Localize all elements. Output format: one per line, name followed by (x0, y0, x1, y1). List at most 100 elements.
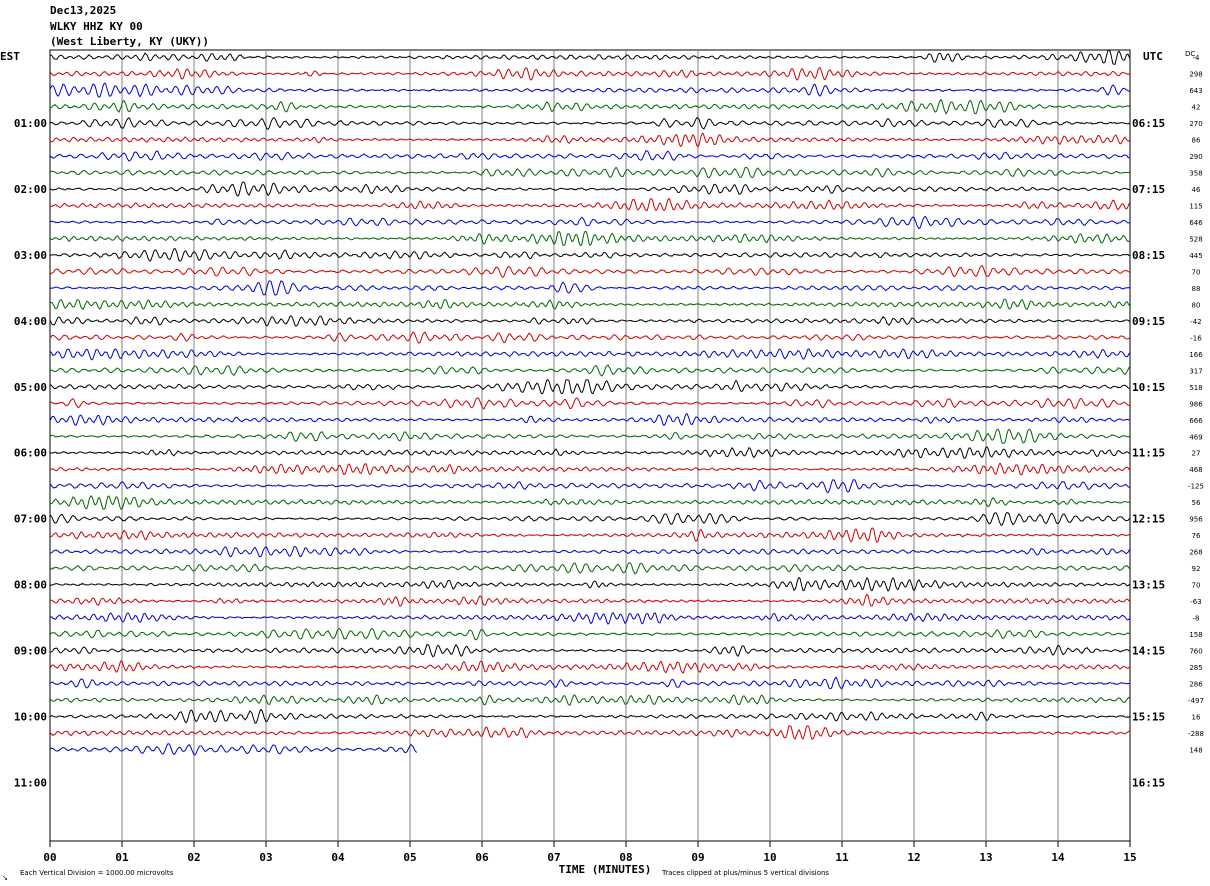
seismic-trace (49, 49, 1131, 65)
hour-label-utc: 06:15 (1132, 117, 1165, 130)
dc-offset-label: 760 (1189, 647, 1202, 655)
x-tick-label: 00 (43, 851, 56, 864)
scale-note: Each Vertical Division = 1000.00 microvo… (20, 869, 174, 877)
dc-offset-label: 518 (1189, 384, 1202, 392)
seismic-trace (49, 462, 1131, 476)
dc-offset-label: 115 (1189, 203, 1202, 211)
x-tick-label: 02 (187, 851, 200, 864)
hour-label-est: 09:00 (14, 644, 47, 657)
dc-offset-label: 70 (1192, 268, 1201, 276)
seismic-trace (49, 479, 1131, 494)
axis-labels: 00 01 02 03 04 05 06 07 08 09 10 11 12 13 14 15 -4 298 643… (0, 50, 1204, 882)
dc-offset-label: -4 (1193, 54, 1201, 62)
seismic-trace (49, 117, 1131, 130)
seismic-traces (49, 49, 1131, 756)
seismic-trace (49, 743, 418, 756)
seismic-trace (49, 413, 1131, 427)
seismic-trace (49, 627, 1131, 641)
dc-offset-label: 468 (1189, 466, 1202, 474)
dc-offset-label: 646 (1189, 219, 1203, 227)
seismic-trace (49, 197, 1131, 212)
x-tick-label: 12 (907, 851, 920, 864)
plot-frame (49, 49, 1131, 842)
seismic-trace (49, 676, 1131, 690)
x-tick-label: 05 (403, 851, 416, 864)
hour-label-utc: 12:15 (1132, 513, 1165, 526)
seismic-trace (49, 364, 1131, 377)
x-tick-label: 07 (547, 851, 560, 864)
hour-label-utc: 16:15 (1132, 776, 1165, 789)
corner-mark-icon: ↘ (2, 874, 8, 882)
station-code: WLKY HHZ KY 00 (50, 20, 143, 33)
dc-offset-label: 158 (1189, 631, 1202, 639)
dc-offset-label: 317 (1189, 367, 1202, 375)
seismic-trace (49, 248, 1131, 262)
dc-offset-label: 666 (1189, 417, 1203, 425)
dc-offset-label: -288 (1188, 730, 1204, 738)
hour-label-est: 10:00 (14, 710, 47, 723)
seismic-trace (49, 166, 1131, 179)
dc-offset-label: 56 (1192, 499, 1201, 507)
hour-label-est: 04:00 (14, 315, 47, 328)
dc-offset-label: -16 (1190, 334, 1202, 342)
dc-column-label: DC (1185, 50, 1195, 58)
seismic-trace (49, 576, 1131, 592)
x-tick-label: 11 (835, 851, 849, 864)
seismic-trace (49, 348, 1131, 361)
seismic-trace (49, 150, 1131, 162)
seismic-trace (49, 82, 1131, 98)
dc-offset-label: 290 (1189, 153, 1202, 161)
seismic-trace (49, 397, 1131, 410)
dc-offset-label: 166 (1189, 351, 1203, 359)
seismic-trace (49, 527, 1131, 543)
dc-offset-label: 298 (1189, 71, 1202, 79)
dc-offset-label: 80 (1192, 301, 1201, 309)
dc-offset-label: 16 (1192, 713, 1201, 721)
hour-label-utc: 14:15 (1132, 644, 1165, 657)
grid-lines (49, 49, 1131, 847)
hour-label-est: 01:00 (14, 117, 47, 130)
x-tick-label: 09 (691, 851, 704, 864)
dc-offset-label: 42 (1192, 104, 1201, 112)
dc-offset-label: 88 (1192, 285, 1201, 293)
clip-note: Traces clipped at plus/minus 5 vertical … (661, 869, 829, 877)
plot-date: Dec13,2025 (50, 4, 117, 17)
dc-offset-label: 268 (1189, 549, 1202, 557)
dc-offset-label: -497 (1188, 697, 1204, 705)
seismic-trace (49, 66, 1131, 81)
seismic-trace (49, 379, 1131, 395)
dc-offset-label: 956 (1189, 516, 1203, 524)
dc-offset-label: 445 (1189, 252, 1202, 260)
hour-label-utc: 15:15 (1132, 710, 1165, 723)
seismic-trace (49, 725, 1131, 740)
seismic-trace (49, 428, 1131, 444)
x-tick-label: 10 (763, 851, 776, 864)
x-tick-label: 08 (619, 851, 632, 864)
seismic-trace (49, 280, 1131, 296)
seismic-trace (49, 643, 1131, 658)
hour-label-est: 11:00 (14, 776, 47, 789)
dc-offset-label: 358 (1189, 170, 1202, 178)
dc-offset-label: 27 (1192, 450, 1201, 458)
seismic-trace (49, 495, 1131, 510)
hour-label-utc: 13:15 (1132, 579, 1165, 592)
seismic-trace (49, 512, 1131, 526)
seismic-trace (49, 315, 1131, 327)
x-tick-label: 03 (259, 851, 272, 864)
dc-offset-label: -42 (1190, 318, 1201, 326)
dc-offset-label: 469 (1189, 433, 1202, 441)
dc-offset-label: -63 (1190, 598, 1201, 606)
dc-offset-label: -8 (1193, 615, 1200, 623)
seismic-trace (49, 708, 1131, 724)
dc-offset-label: -125 (1188, 483, 1204, 491)
seismic-trace (49, 98, 1131, 115)
hour-label-est: 08:00 (14, 579, 47, 592)
dc-offset-label: 286 (1189, 680, 1203, 688)
hour-label-utc: 10:15 (1132, 381, 1165, 394)
x-axis-title: TIME (MINUTES) (559, 863, 652, 876)
seismic-trace (49, 215, 1130, 230)
seismic-trace (49, 264, 1131, 278)
hour-label-est: 03:00 (14, 249, 47, 262)
seismic-trace (49, 230, 1131, 247)
